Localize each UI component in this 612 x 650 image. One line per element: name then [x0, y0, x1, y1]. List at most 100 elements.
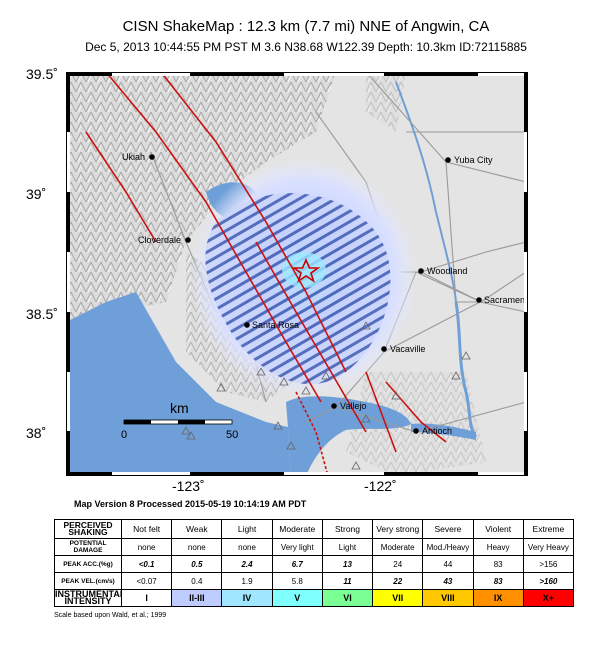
legend-cell: Light — [321, 538, 374, 556]
intensity-swatch: IV — [221, 589, 273, 607]
lat-label-38: 38˚ — [26, 425, 47, 441]
legend-cell: >160 — [522, 572, 575, 590]
intensity-swatch: V — [271, 589, 323, 607]
city-label-ukiah: Ukiah — [122, 152, 145, 162]
sutter-buttes-terrain — [366, 72, 406, 132]
pacific-ocean — [66, 292, 291, 476]
faults — [85, 72, 447, 476]
scale-bar-start: 0 — [121, 429, 127, 441]
scale-bar-unit: km — [170, 400, 189, 416]
map-frame — [66, 72, 528, 476]
seismic-stations — [181, 321, 471, 470]
map-title: CISN ShakeMap : 12.3 km (7.7 mi) NNE of … — [122, 18, 490, 35]
legend-cell: 5.8 — [271, 572, 323, 590]
intensity-iv-zone — [282, 252, 326, 288]
legend-cell: Very strong — [372, 519, 424, 539]
legend-cell: 13 — [321, 555, 374, 573]
legend-header-peak-vel: PEAK VEL.(cm/s) — [54, 572, 122, 590]
legend-header-shaking: PERCEIVED SHAKING — [54, 519, 122, 539]
legend-cell: >156 — [522, 555, 575, 573]
city-vacaville[interactable]: Vacaville — [381, 344, 425, 354]
city-label-yuba-city: Yuba City — [454, 155, 493, 165]
legend-cell: Very light — [271, 538, 323, 556]
legend-cell: 1.9 — [221, 572, 273, 590]
legend-cell: Mod./Heavy — [422, 538, 474, 556]
legend-row-peak-vel: PEAK VEL.(cm/s) <0.07 0.4 1.9 5.8 11 22 … — [54, 572, 575, 590]
city-ukiah[interactable]: Ukiah — [122, 152, 155, 162]
legend-header-intensity: INSTRUMENTAL INTENSITY — [54, 589, 122, 607]
city-yuba-city[interactable]: Yuba City — [445, 155, 493, 165]
scale-bar-end: 50 — [226, 429, 238, 441]
legend-row-shaking: PERCEIVED SHAKING Not felt Weak Light Mo… — [54, 519, 575, 539]
city-label-woodland: Woodland — [427, 266, 467, 276]
legend-row-peak-acc: PEAK ACC.(%g) <0.1 0.5 2.4 6.7 13 24 44 … — [54, 555, 575, 573]
legend-cell: Heavy — [472, 538, 524, 556]
legend-cell: 83 — [472, 572, 524, 590]
city-label-sacramento: Sacramento — [484, 295, 528, 305]
legend-cell: 24 — [372, 555, 424, 573]
shaking-terrain-overlay — [205, 193, 391, 385]
city-sacramento[interactable]: Sacramento — [476, 295, 528, 305]
legend-cell: Moderate — [271, 519, 323, 539]
city-label-cloverdale: Cloverdale — [138, 235, 181, 245]
intensity-swatch: VII — [372, 589, 424, 607]
city-label-vallejo: Vallejo — [340, 401, 366, 411]
legend-cell: Light — [221, 519, 273, 539]
lat-label-38-5: 38.5˚ — [26, 306, 58, 322]
sacramento-river — [454, 301, 478, 438]
epicenter-star-icon[interactable] — [291, 258, 321, 283]
legend-cell: 11 — [321, 572, 374, 590]
legend-cell: <0.1 — [120, 555, 173, 573]
city-woodland[interactable]: Woodland — [418, 266, 467, 276]
intensity-swatch: X+ — [522, 589, 575, 607]
intensity-legend-table: PERCEIVED SHAKING Not felt Weak Light Mo… — [54, 519, 575, 607]
legend-cell: 2.4 — [221, 555, 273, 573]
legend-header-damage: POTENTIAL DAMAGE — [54, 538, 122, 556]
city-label-santa-rosa: Santa Rosa — [252, 320, 299, 330]
city-label-antioch: Antioch — [422, 426, 452, 436]
feather-river — [395, 81, 457, 303]
city-cloverdale[interactable]: Cloverdale — [138, 235, 191, 245]
lon-label-122: -122˚ — [364, 478, 397, 494]
event-details: Dec 5, 2013 10:44:55 PM PST M 3.6 N38.68… — [85, 40, 527, 54]
lat-label-39-5: 39.5˚ — [26, 66, 58, 82]
legend-cell: Moderate — [372, 538, 424, 556]
legend-cell: 22 — [372, 572, 424, 590]
city-antioch[interactable]: Antioch — [413, 426, 452, 436]
intensity-swatch: VIII — [422, 589, 474, 607]
intensity-swatch: VI — [321, 589, 374, 607]
lon-label-123: -123˚ — [172, 478, 205, 494]
legend-cell: Not felt — [120, 519, 173, 539]
legend-cell: Severe — [422, 519, 474, 539]
legend-cell: Weak — [171, 519, 223, 539]
legend-cell: none — [221, 538, 273, 556]
legend-cell: <0.07 — [120, 572, 173, 590]
intensity-swatch: IX — [472, 589, 524, 607]
legend-cell: 0.5 — [171, 555, 223, 573]
legend-cell: Strong — [321, 519, 374, 539]
legend-cell: Violent — [472, 519, 524, 539]
legend-cell: 6.7 — [271, 555, 323, 573]
legend-cell: none — [120, 538, 173, 556]
legend-cell: none — [171, 538, 223, 556]
scale-reference-note: Scale based upon Wald, et al.; 1999 — [54, 612, 167, 619]
legend-cell: 0.4 — [171, 572, 223, 590]
coast-range-terrain — [66, 72, 336, 322]
legend-cell: 83 — [472, 555, 524, 573]
shakemap[interactable]: Ukiah Yuba City Cloverdale Woodland Sacr… — [66, 72, 528, 476]
legend-row-damage: POTENTIAL DAMAGE none none none Very lig… — [54, 538, 575, 556]
intensity-swatch: I — [120, 589, 173, 607]
legend-header-peak-acc: PEAK ACC.(%g) — [54, 555, 122, 573]
legend-cell: 43 — [422, 572, 474, 590]
city-santa-rosa[interactable]: Santa Rosa — [244, 320, 299, 330]
city-label-vacaville: Vacaville — [390, 344, 425, 354]
city-vallejo[interactable]: Vallejo — [331, 401, 366, 411]
legend-cell: 44 — [422, 555, 474, 573]
intensity-swatch: II-III — [171, 589, 223, 607]
lat-label-39: 39˚ — [26, 186, 47, 202]
scale-bar: km 0 50 — [121, 400, 238, 441]
map-version-info: Map Version 8 Processed 2015-05-19 10:14… — [74, 499, 307, 509]
legend-cell: Very Heavy — [522, 538, 575, 556]
legend-row-intensity: INSTRUMENTAL INTENSITY I II-III IV V VI … — [54, 589, 575, 607]
legend-cell: Extreme — [522, 519, 575, 539]
